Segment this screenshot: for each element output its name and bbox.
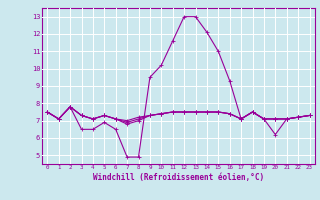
X-axis label: Windchill (Refroidissement éolien,°C): Windchill (Refroidissement éolien,°C) — [93, 173, 264, 182]
